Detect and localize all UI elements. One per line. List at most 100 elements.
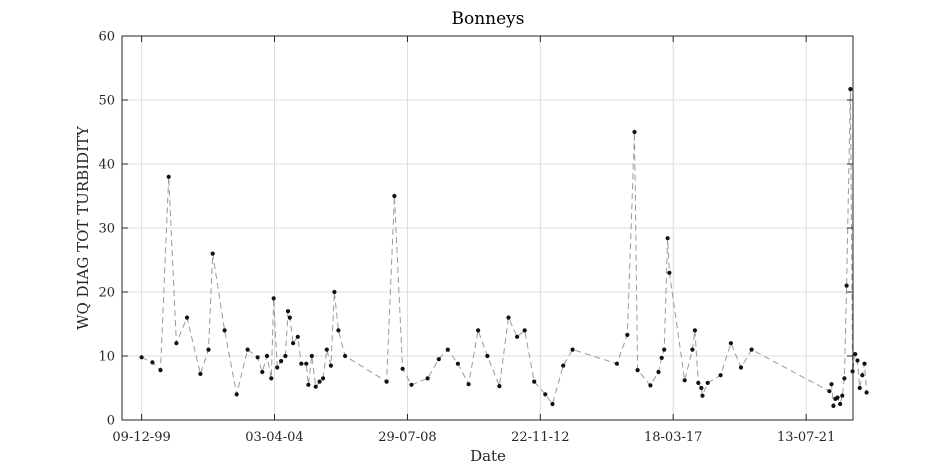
data-point <box>279 359 284 364</box>
data-point <box>313 384 318 389</box>
data-point <box>728 341 734 346</box>
data-point <box>749 347 754 352</box>
data-point <box>659 355 664 360</box>
data-point <box>304 361 309 366</box>
data-series <box>139 87 869 408</box>
data-point <box>855 358 860 363</box>
chart-title: Bonneys <box>451 9 524 29</box>
data-point <box>210 251 215 256</box>
data-point <box>485 353 490 359</box>
data-point <box>840 393 845 398</box>
data-point <box>625 332 630 337</box>
data-point <box>515 334 520 339</box>
data-point <box>550 401 555 407</box>
data-point <box>287 315 292 320</box>
data-point <box>692 328 698 333</box>
data-point <box>718 373 723 378</box>
data-point <box>198 371 203 376</box>
y-tick-label: 10 <box>98 350 115 365</box>
data-point <box>656 369 661 375</box>
data-point <box>831 403 836 408</box>
data-point <box>844 283 849 288</box>
data-point <box>445 347 450 352</box>
data-point <box>260 369 265 375</box>
data-point <box>522 328 527 333</box>
data-point <box>336 328 341 333</box>
data-point <box>848 87 853 92</box>
data-point <box>206 347 211 352</box>
data-point <box>271 296 276 301</box>
y-tick-label: 20 <box>98 286 115 301</box>
x-tick-label: 18-03-17 <box>644 430 702 445</box>
series-line <box>141 89 868 407</box>
data-point <box>455 361 460 366</box>
data-point <box>532 379 537 384</box>
data-point <box>862 361 867 366</box>
data-point <box>614 361 620 366</box>
data-point <box>853 352 858 357</box>
data-point <box>425 376 430 381</box>
data-point <box>699 385 704 391</box>
data-point <box>264 353 270 359</box>
data-point <box>222 328 227 333</box>
data-point <box>570 347 575 352</box>
x-axis-label: Date <box>470 447 506 465</box>
data-point <box>332 289 337 295</box>
y-tick-label: 40 <box>98 158 115 173</box>
data-point <box>506 315 511 320</box>
data-point <box>700 393 705 398</box>
data-point <box>632 129 637 135</box>
data-point <box>864 390 869 395</box>
data-point <box>299 361 304 366</box>
data-point <box>409 382 414 387</box>
data-point <box>648 383 653 388</box>
data-point <box>827 389 832 394</box>
x-tick-label: 03-04-04 <box>245 430 303 445</box>
x-tick-label: 22-11-12 <box>511 430 569 445</box>
data-point <box>667 270 672 275</box>
data-point <box>860 373 865 378</box>
data-point <box>328 363 333 368</box>
data-point <box>838 401 843 407</box>
data-point <box>665 236 670 241</box>
data-point <box>324 347 329 352</box>
data-point <box>543 392 548 397</box>
data-point <box>234 392 239 397</box>
data-point <box>275 365 280 370</box>
data-point <box>696 380 701 385</box>
data-point <box>842 376 847 381</box>
data-point <box>436 357 441 362</box>
y-tick-label: 50 <box>98 94 115 109</box>
data-point <box>738 365 744 370</box>
data-point <box>309 353 314 359</box>
data-point <box>317 379 322 384</box>
data-point <box>306 382 311 387</box>
data-point <box>245 347 250 352</box>
data-point <box>466 382 471 387</box>
data-point <box>269 376 274 381</box>
x-tick-label: 13-07-21 <box>777 430 835 445</box>
data-point <box>139 355 144 360</box>
data-point <box>476 328 481 333</box>
data-point <box>291 341 296 346</box>
data-point <box>166 174 171 179</box>
data-point <box>283 353 288 359</box>
data-point <box>662 347 667 352</box>
data-point <box>174 341 179 346</box>
data-point <box>343 353 348 359</box>
data-point <box>635 368 640 373</box>
y-tick-label: 0 <box>107 414 115 429</box>
data-point <box>384 379 389 384</box>
y-tick-label: 60 <box>98 30 115 45</box>
data-point <box>857 385 862 391</box>
x-tick-label: 29-07-08 <box>378 430 436 445</box>
data-point <box>829 382 834 387</box>
data-point <box>255 355 260 360</box>
data-point <box>285 309 291 314</box>
x-tick-label: 09-12-99 <box>112 430 170 445</box>
data-point <box>150 360 155 365</box>
axes: 09-12-99 03-04-04 29-07-08 22-11-12 18-03-17… <box>98 30 854 445</box>
data-point <box>682 378 687 383</box>
